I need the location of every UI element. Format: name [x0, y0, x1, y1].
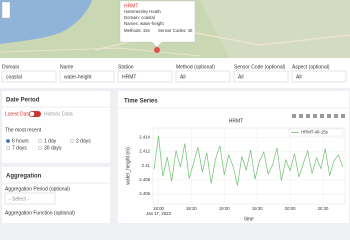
- y-tick-label: 2.41: [142, 163, 151, 168]
- radio-label: 30 days: [44, 145, 62, 151]
- filter-label: Aspect (optional): [292, 64, 330, 70]
- filter-label: Method (optional): [176, 64, 215, 70]
- x-tick-label: 20:30: [318, 206, 329, 211]
- filter-select[interactable]: [175, 70, 231, 83]
- chart-title: HRMT: [229, 118, 243, 124]
- radio[interactable]: [5, 138, 10, 143]
- x-tick-label: 19:00: [219, 206, 230, 211]
- radio-group: 6 hours 1 day 2 days 7 days 30 days: [5, 138, 91, 151]
- legend-label: HRMT-40-15s: [301, 130, 328, 135]
- x-tick-label: 19:30: [252, 206, 263, 211]
- field-label: Aggregation Function (optional): [5, 210, 75, 216]
- radio-label: 1 day: [44, 138, 57, 144]
- y-tick-label: 2.412: [139, 149, 150, 154]
- station-marker[interactable]: [154, 47, 160, 53]
- radio[interactable]: [5, 145, 10, 150]
- popup-line: Sensor Codes: 40: [158, 28, 193, 33]
- radio-label: 7 days: [12, 145, 27, 151]
- filter-select[interactable]: [291, 70, 347, 83]
- filter-value: water-height: [64, 74, 92, 80]
- filter-value: coastal: [6, 74, 22, 80]
- app: HRMT Hammersley Heath Domain: coastal Na…: [0, 0, 350, 223]
- radio[interactable]: [38, 145, 43, 150]
- x-axis-label: time: [244, 216, 254, 222]
- filter-label: Station: [118, 64, 134, 70]
- filter-label: Sensor Code (optional): [234, 64, 286, 70]
- x-tick-label: 18:30: [186, 206, 197, 211]
- card-title: Aggregation: [6, 174, 42, 180]
- filters: Domain coastal Name water-height Station HRMT…: [1, 64, 347, 83]
- y-tick-label: 2.414: [139, 134, 150, 139]
- card-title: Date Period: [6, 98, 40, 104]
- radio-label: 2 days: [76, 138, 91, 144]
- filter-select[interactable]: [59, 70, 115, 83]
- date-period-card: [2, 91, 110, 163]
- radio-label: 6 hours: [12, 138, 29, 144]
- y-tick-label: 2.406: [139, 191, 150, 196]
- x-tick-label: 20:00: [285, 206, 296, 211]
- popup-line: Names: water-height: [124, 21, 164, 26]
- radio[interactable]: [69, 138, 74, 143]
- select[interactable]: [4, 192, 56, 205]
- series-line: [153, 135, 344, 186]
- x-tick-date: Jan 17, 2023: [146, 211, 171, 216]
- recent-label: The most recent: [5, 127, 42, 133]
- filter-select[interactable]: [117, 70, 173, 83]
- legend-box: [288, 128, 344, 137]
- chart-toolbar[interactable]: [292, 114, 345, 118]
- field-label: Aggregation Period (optional): [5, 186, 70, 192]
- filter-select[interactable]: [1, 70, 57, 83]
- filter-value: All: [296, 74, 302, 80]
- popup-line: Methods: 15s: [124, 28, 150, 33]
- plot-area: [152, 127, 346, 205]
- filter-label: Domain: [2, 64, 19, 70]
- card-title: Time Series: [124, 99, 158, 105]
- filter-label: Name: [60, 64, 74, 70]
- filter-bar: [0, 58, 350, 88]
- toggle-off-label: Historic Data: [44, 111, 73, 117]
- filter-value: All: [238, 74, 244, 80]
- page: {"map":{"popup":{"title":"HRMT","subtitl…: [0, 0, 350, 223]
- map-popup: HRMT Hammersley Heath Domain: coastal Na…: [119, 0, 196, 48]
- popup-title: HRMT: [124, 3, 138, 9]
- radio[interactable]: [38, 138, 43, 143]
- filter-value: HRMT: [122, 74, 136, 80]
- select-value: - Select -: [9, 196, 29, 202]
- toggle-on-label: Latest Data: [5, 111, 31, 117]
- popup-line: Domain: coastal: [124, 15, 155, 20]
- filter-value: All: [180, 74, 186, 80]
- popup-subtitle: Hammersley Heath: [124, 9, 161, 14]
- y-axis-label: water_height (m): [125, 147, 131, 185]
- y-tick-label: 2.408: [139, 177, 150, 182]
- x-tick-label: 18:00: [153, 206, 164, 211]
- filter-select[interactable]: [233, 70, 289, 83]
